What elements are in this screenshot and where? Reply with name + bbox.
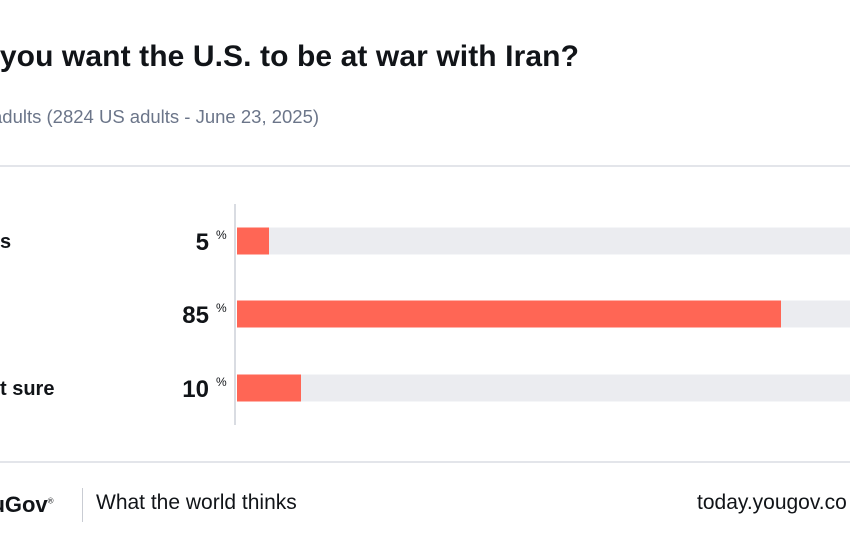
value-label: 5 xyxy=(196,229,209,256)
bar xyxy=(237,374,301,402)
footer-tagline: What the world thinks xyxy=(96,491,297,514)
value-label: 10 xyxy=(182,376,209,403)
logo-registered-mark: ® xyxy=(47,496,54,506)
percent-sign: % xyxy=(216,301,227,315)
footer-url-link[interactable]: today.yougov.co xyxy=(697,491,847,514)
value-label: 85 xyxy=(182,302,209,329)
chart-subtitle: adults (2824 US adults - June 23, 2025) xyxy=(0,106,320,127)
yougov-logo[interactable]: ouGov® xyxy=(0,492,54,518)
percent-sign: % xyxy=(216,375,227,389)
bar xyxy=(237,300,781,328)
top-divider xyxy=(0,165,850,167)
logo-text: ouGov xyxy=(0,492,48,517)
bar-track xyxy=(237,227,850,255)
bar-track xyxy=(237,374,850,402)
footer-separator xyxy=(82,488,83,522)
category-label: s xyxy=(0,231,11,253)
bar xyxy=(237,227,269,255)
chart-title: o you want the U.S. to be at war with Ir… xyxy=(0,40,580,73)
bottom-divider xyxy=(0,461,850,463)
bars-group: s 5 % 85 % t sure 10% xyxy=(0,227,850,403)
percent-sign: % xyxy=(216,228,227,242)
category-label: t sure xyxy=(0,378,54,400)
